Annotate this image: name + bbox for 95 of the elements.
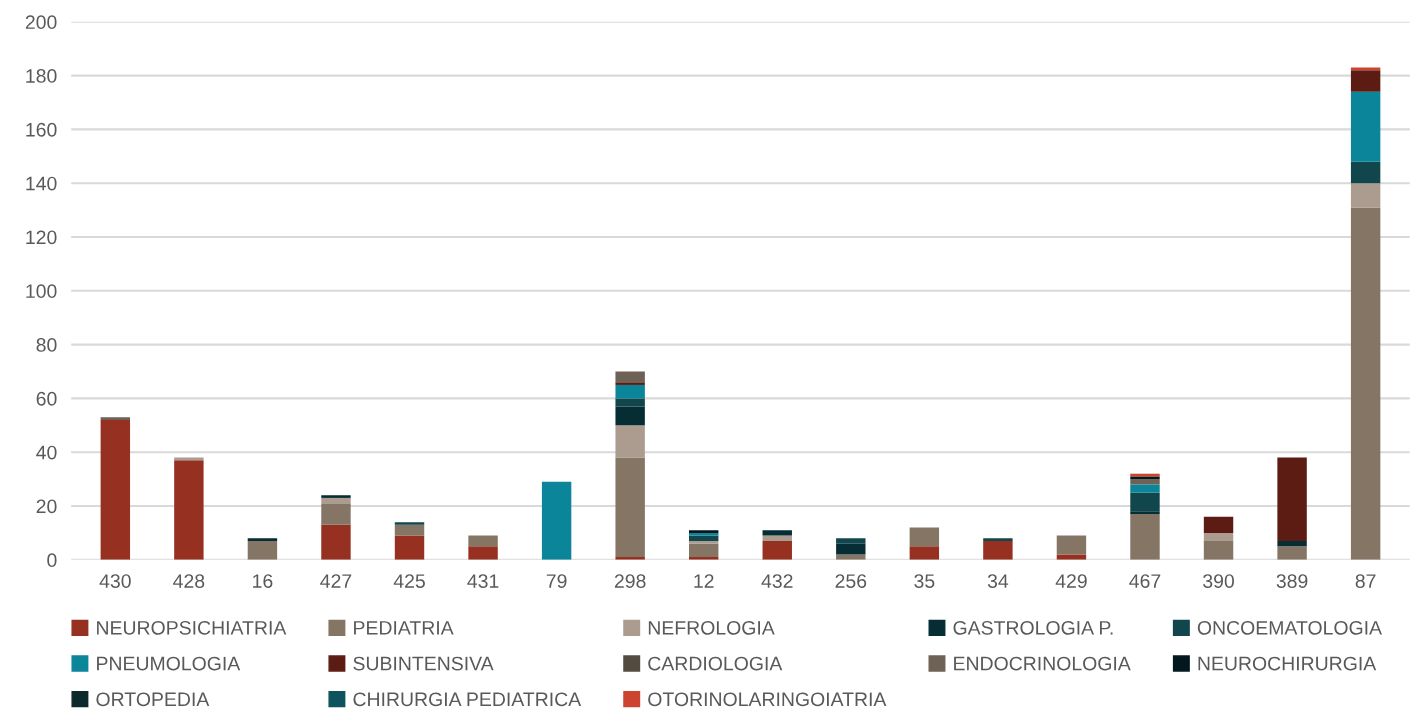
legend-label: ORTOPEDIA (96, 692, 210, 707)
bar (615, 384, 645, 399)
bar (1056, 554, 1087, 560)
legend-label: PNEUMOLOGIA (97, 656, 241, 671)
legend-label: PEDIATRIA (354, 621, 454, 635)
bar (321, 495, 351, 498)
bar (689, 543, 719, 558)
bar (615, 371, 645, 383)
bar (689, 540, 719, 544)
y-tick-label: 140 (26, 176, 57, 191)
y-tick-label: 180 (26, 69, 57, 83)
y-tick-label: 20 (36, 499, 57, 514)
y-tick-label: 60 (36, 391, 57, 406)
x-tick-label: 256 (835, 574, 867, 588)
bar (615, 406, 645, 426)
bar (1130, 479, 1160, 485)
bar (1350, 207, 1381, 560)
bar (983, 538, 1013, 541)
y-tick-label: 80 (36, 338, 57, 352)
bar (100, 419, 131, 560)
bar (909, 546, 940, 560)
bar (1350, 183, 1381, 208)
x-tick-label: 429 (1055, 574, 1087, 588)
bar (1277, 546, 1307, 560)
legend-label: NEFROLOGIA (648, 620, 775, 635)
y-tick-label: 120 (26, 230, 57, 245)
x-tick-label: 427 (320, 574, 352, 588)
x-tick-label: 428 (173, 574, 205, 588)
bar (1130, 492, 1160, 512)
bar (615, 457, 645, 558)
bar (836, 543, 866, 555)
bar (321, 524, 351, 560)
bar (836, 554, 866, 560)
x-tick-label: 389 (1276, 574, 1308, 588)
bar (983, 540, 1013, 560)
legend-label: CARDIOLOGIA (648, 656, 783, 671)
bar (247, 538, 278, 541)
y-tick-label: 160 (26, 122, 57, 137)
bar (615, 425, 645, 458)
bar (394, 535, 425, 560)
bar (836, 538, 866, 544)
x-tick-label: 390 (1203, 574, 1234, 588)
x-tick-label: 12 (694, 574, 714, 588)
x-tick-label: 35 (914, 574, 935, 588)
bar (1056, 535, 1087, 555)
x-tick-label: 430 (99, 574, 131, 588)
y-tick-label: 100 (26, 284, 57, 299)
bar (1203, 532, 1234, 541)
x-tick-label: 467 (1129, 574, 1161, 588)
y-tick-label: 200 (25, 15, 57, 30)
bar (394, 524, 425, 536)
bar (1130, 514, 1160, 560)
bar (247, 540, 278, 560)
bar (1130, 484, 1160, 493)
bar (615, 398, 645, 407)
legend-label: ONCOEMATOLOGIA (1197, 620, 1382, 635)
bar (1277, 540, 1307, 547)
legend-label: CHIRURGIA PEDIATRICA (353, 692, 582, 707)
bar (321, 497, 351, 504)
bar (468, 546, 498, 560)
legend-label: OTORINOLARINGOIATRIA (648, 692, 887, 707)
legend-label: ENDOCRINOLOGIA (954, 656, 1131, 671)
bar (1350, 91, 1381, 162)
bar (541, 481, 572, 560)
x-tick-label: 87 (1355, 574, 1376, 588)
legend-label: NEUROCHIRURGIA (1198, 656, 1377, 671)
x-tick-label: 431 (467, 574, 499, 588)
x-tick-label: 16 (253, 574, 273, 588)
bar (1203, 516, 1234, 533)
bar (615, 382, 645, 385)
bar (394, 522, 425, 525)
bar (762, 530, 792, 536)
x-tick-label: 432 (761, 574, 793, 588)
bar (1350, 161, 1381, 184)
legend-label: GASTROLOGIA P. (953, 620, 1113, 635)
bar (762, 540, 792, 560)
legend-label: NEUROPSICHIATRIA (97, 620, 287, 635)
legend-label: SUBINTENSIVA (353, 656, 494, 671)
bar (1203, 540, 1234, 560)
x-tick-label: 34 (987, 574, 1009, 588)
bar (1350, 70, 1381, 92)
y-tick-label: 0 (47, 553, 57, 568)
bar (762, 535, 792, 541)
bar (689, 535, 719, 541)
bar (1130, 511, 1160, 515)
bar (1277, 457, 1307, 541)
x-tick-label: 425 (393, 574, 425, 588)
bar (321, 503, 351, 525)
bar (100, 417, 131, 420)
bar (174, 460, 204, 560)
x-tick-label: 79 (546, 574, 567, 588)
bar (909, 527, 940, 547)
y-tick-label: 40 (36, 445, 57, 460)
bar (468, 535, 498, 547)
x-tick-label: 298 (614, 574, 646, 588)
